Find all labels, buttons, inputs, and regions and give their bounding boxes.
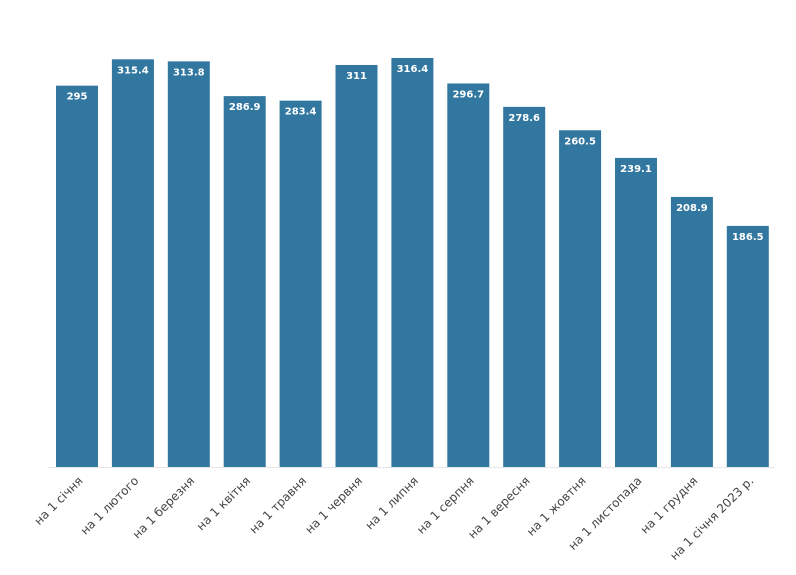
value-label: 316.4: [397, 64, 429, 75]
x-tick-label: на 1 липня: [362, 474, 421, 533]
bar: [559, 130, 602, 467]
x-tick-label: на 1 червня: [302, 474, 365, 537]
value-label: 283.4: [285, 107, 317, 118]
value-label: 286.9: [229, 102, 261, 113]
bar: [223, 96, 266, 467]
x-tick-label: на 1 грудня: [638, 474, 701, 537]
bar: [56, 85, 98, 467]
x-tick-label: на 1 серпня: [414, 474, 477, 537]
bar: [503, 106, 546, 468]
bar: [615, 157, 657, 467]
value-label: 260.5: [564, 136, 596, 147]
bar: [111, 59, 154, 468]
value-label: 295: [67, 92, 88, 103]
bar: [670, 196, 713, 467]
value-label: 313.8: [173, 67, 205, 78]
x-tick-label: на 1 травня: [247, 474, 310, 537]
bar: [279, 100, 322, 468]
bar: [447, 83, 490, 468]
value-label: 296.7: [452, 89, 484, 100]
value-label: 186.5: [732, 232, 764, 243]
bar: [335, 64, 378, 467]
value-label: 278.6: [508, 113, 540, 124]
bar: [391, 58, 434, 467]
x-tick-label: на 1 січня: [31, 474, 85, 528]
value-label: 311: [346, 71, 367, 82]
value-label: 208.9: [676, 203, 708, 214]
bar: [726, 225, 769, 467]
x-tick-label: на 1 квітня: [194, 474, 254, 534]
value-label: 239.1: [620, 164, 652, 175]
value-label: 315.4: [117, 65, 149, 76]
bar: [167, 61, 210, 468]
